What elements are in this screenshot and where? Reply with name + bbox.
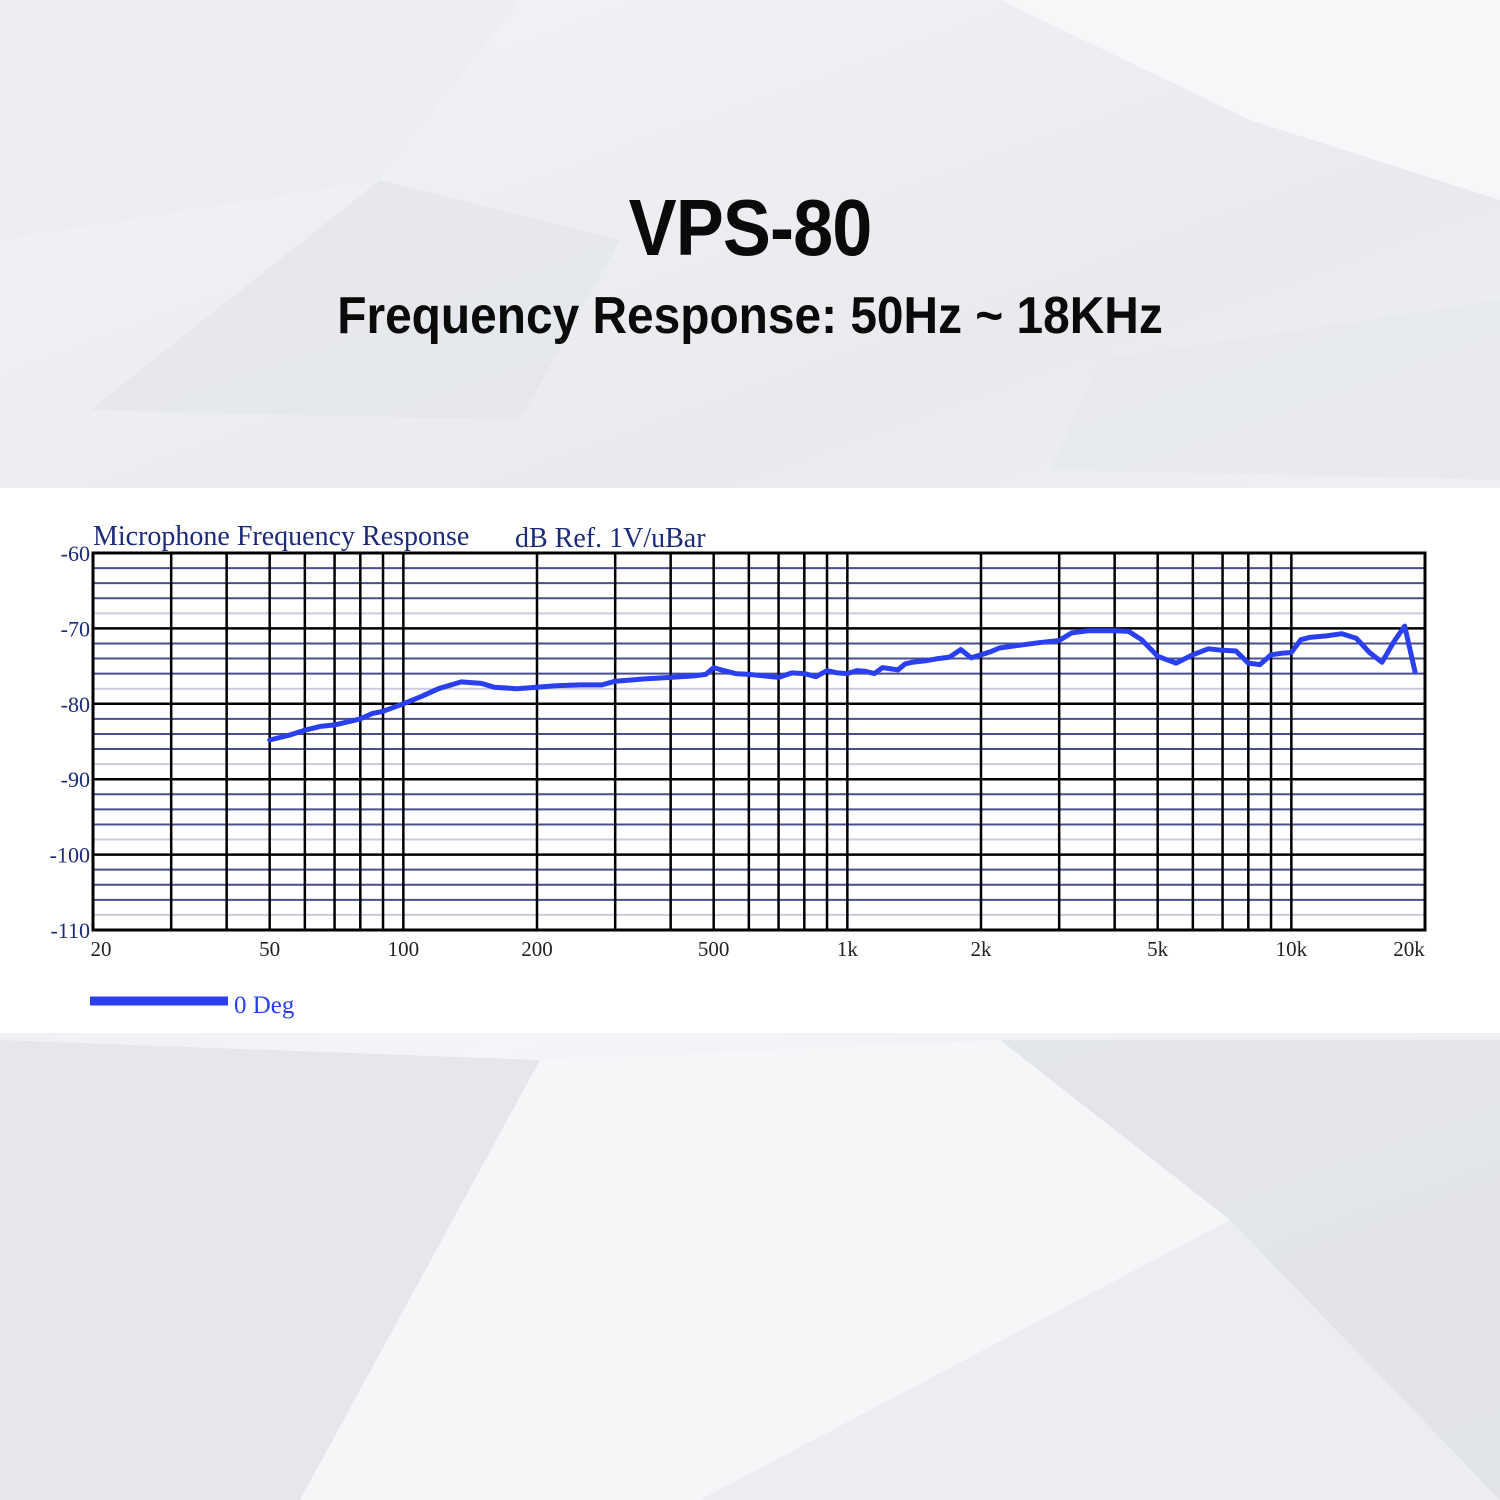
response-curve-0deg: [267, 623, 1418, 743]
x-tick-label: 20k: [1393, 937, 1425, 961]
x-tick-label: 500: [698, 937, 730, 961]
x-tick-label: 10k: [1276, 937, 1308, 961]
y-tick-label: -110: [50, 918, 90, 943]
y-tick-label: -100: [50, 843, 90, 868]
y-tick-label: -60: [61, 541, 90, 566]
y-tick-label: -70: [61, 616, 90, 641]
major-gridlines: [93, 551, 1425, 932]
x-tick-label: 200: [521, 937, 553, 961]
x-tick-label: 2k: [971, 937, 993, 961]
chart-title: Microphone Frequency Response: [93, 521, 469, 552]
plot-frame: [91, 551, 1427, 932]
frequency-gridlines: [91, 553, 1427, 930]
minor-gridlines: [93, 567, 1425, 916]
legend-label: 0 Deg: [234, 992, 295, 1019]
page-subtitle: Frequency Response: 50Hz ~ 18KHz: [337, 287, 1163, 345]
x-tick-label: 100: [388, 937, 420, 961]
x-tick-label: 1k: [837, 937, 859, 961]
x-tick-label: 5k: [1147, 937, 1169, 961]
y-tick-label: -80: [61, 692, 90, 717]
page-title: VPS-80: [628, 183, 873, 272]
y-axis-labels: -60 -70 -80 -90 -100 -110: [50, 541, 90, 943]
x-tick-label: 50: [259, 937, 280, 961]
x-axis-labels: 20 50 100 200 500 1k 2k 5k 10k 20k: [91, 937, 1426, 961]
chart-units-label: dB Ref. 1V/uBar: [515, 523, 706, 554]
y-tick-label: -90: [61, 767, 90, 792]
x-tick-label: 20: [91, 937, 112, 961]
frequency-response-chart: -60 -70 -80 -90 -100 -110 20 50 100 200 500 1k 2k 5k…: [50, 521, 1427, 1019]
chart-panel: -60 -70 -80 -90 -100 -110 20 50 100 200 500 1k 2k 5k…: [0, 488, 1500, 1033]
legend: 0 Deg: [90, 992, 295, 1019]
